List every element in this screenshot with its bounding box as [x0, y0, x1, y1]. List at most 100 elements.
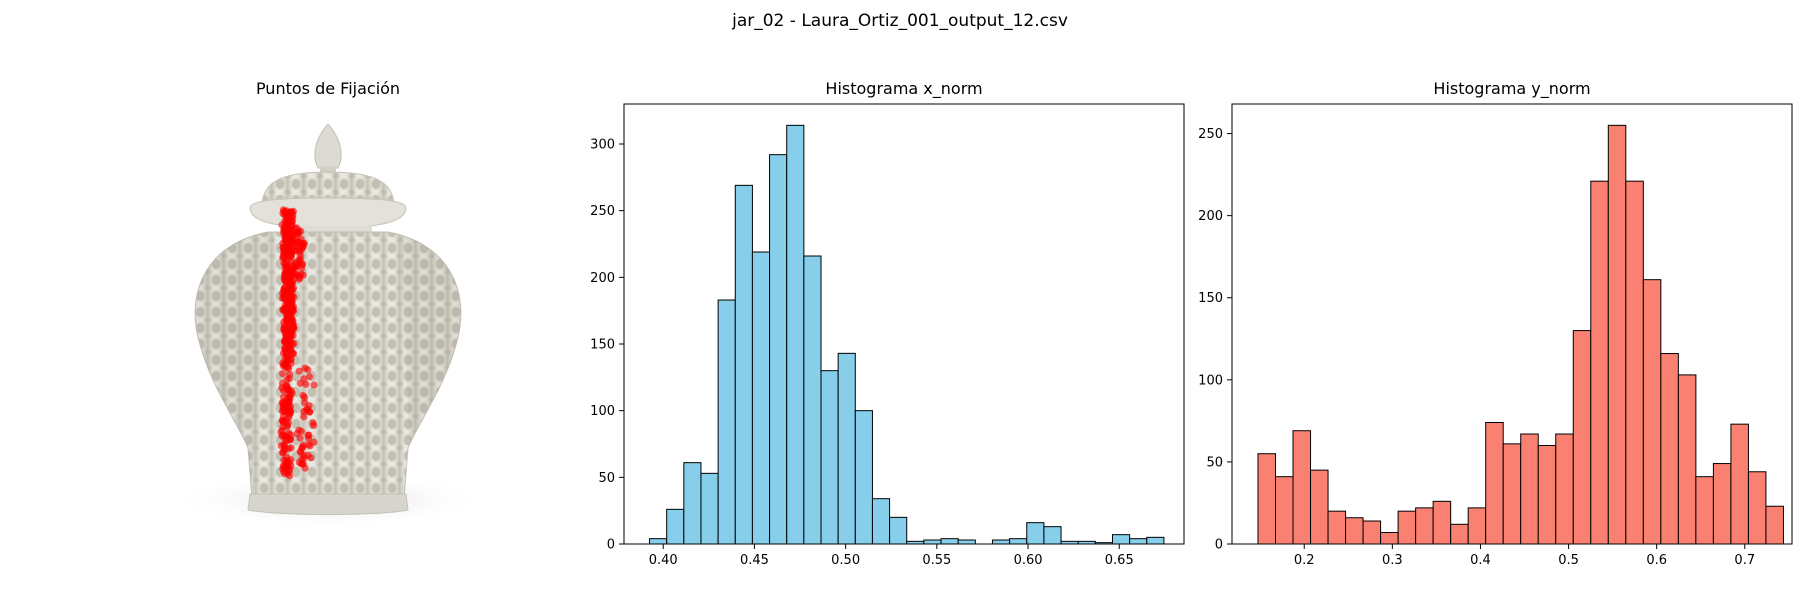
y-histogram-xticks: 0.2 0.3 0.4 0.5 0.6 0.7 — [1294, 544, 1755, 568]
histogram-bar — [786, 124, 805, 545]
fixation-point — [302, 380, 310, 388]
x-tick-label: 0.2 — [1294, 553, 1315, 568]
fixation-point — [298, 261, 306, 269]
y-histogram-frame — [1231, 103, 1793, 545]
fixation-point — [279, 423, 287, 431]
y-histogram-panel: Histograma y_norm 0.2 0.3 0.4 0.5 0.6 0.7 0 50… — [1198, 79, 1793, 568]
histogram-bar — [1747, 471, 1767, 545]
histogram-bar — [1362, 520, 1382, 545]
fixation-panel: Puntos de Fijación — [170, 79, 490, 528]
fixation-point — [285, 429, 293, 438]
histogram-bar — [1555, 433, 1574, 545]
fixation-point — [280, 285, 289, 293]
histogram-bar — [1111, 534, 1131, 545]
fixation-point — [290, 230, 298, 239]
y-tick-label: 150 — [590, 338, 615, 353]
histogram-bar — [1146, 536, 1165, 545]
histogram-bar — [1415, 507, 1434, 545]
fixation-point — [297, 242, 305, 250]
fixation-point — [279, 369, 287, 378]
histogram-bar — [1642, 279, 1662, 545]
x-histogram-panel: Histograma x_norm 0.40 0.45 0.50 0.55 0.60 0.… — [590, 79, 1185, 568]
histogram-bar — [683, 462, 702, 545]
y-histogram-title: Histograma y_norm — [1433, 79, 1590, 99]
figure-suptitle: jar_02 - Laura_Ortiz_001_output_12.csv — [731, 11, 1068, 31]
jar-image — [170, 123, 490, 528]
histogram-bar — [889, 516, 908, 545]
histogram-bar — [923, 539, 942, 545]
x-histogram-frame — [623, 103, 1185, 545]
histogram-bar — [1432, 500, 1452, 545]
histogram-bar — [1043, 526, 1062, 545]
histogram-bar — [991, 539, 1011, 545]
fixation-point — [277, 442, 285, 450]
fixation-point — [305, 408, 314, 416]
histogram-bar — [1450, 523, 1469, 545]
fixation-point — [300, 451, 308, 459]
histogram-bar — [751, 251, 771, 545]
fixation-point — [286, 390, 294, 399]
fixation-point — [300, 407, 308, 416]
histogram-bar — [1590, 180, 1609, 545]
x-tick-label: 0.50 — [831, 553, 860, 568]
fixation-point — [285, 413, 293, 421]
fixation-point — [287, 214, 295, 222]
histogram-bar — [957, 539, 976, 545]
fixation-point — [286, 293, 294, 301]
fixation-point — [286, 472, 294, 480]
histogram-bar — [649, 538, 668, 545]
x-tick-label: 0.4 — [1470, 553, 1491, 568]
histogram-bar — [1712, 463, 1732, 545]
y-tick-label: 200 — [1198, 209, 1223, 224]
fixation-point — [305, 373, 314, 381]
histogram-bar — [1129, 538, 1148, 545]
fixation-point — [284, 314, 292, 322]
x-tick-label: 0.55 — [922, 553, 951, 568]
fixation-point — [283, 376, 291, 384]
fixation-point — [304, 366, 312, 374]
fixation-points — [277, 206, 318, 480]
histogram-bar — [1026, 522, 1045, 545]
histogram-bar — [1257, 453, 1277, 545]
histogram-bar — [854, 410, 873, 545]
histogram-bar — [1009, 538, 1028, 545]
x-tick-label: 0.60 — [1014, 553, 1043, 568]
y-tick-label: 0 — [607, 538, 615, 553]
histogram-bar — [1485, 422, 1504, 545]
y-histogram-bars — [1257, 124, 1784, 545]
histogram-bar — [700, 472, 719, 545]
fixation-point — [310, 381, 318, 389]
fixation-point — [281, 211, 289, 219]
histogram-bar — [1310, 469, 1329, 545]
fixation-point — [279, 386, 288, 395]
y-tick-label: 250 — [1198, 127, 1223, 142]
fixation-point — [286, 435, 294, 444]
fixation-point — [304, 431, 312, 440]
histogram-bar — [1292, 430, 1312, 545]
histogram-bar — [871, 498, 891, 545]
fixation-point — [287, 208, 295, 216]
fixation-point — [280, 337, 289, 345]
fixation-point — [300, 393, 309, 402]
x-tick-label: 0.40 — [649, 553, 678, 568]
histogram-bar — [1695, 476, 1714, 545]
histogram-bar — [1397, 510, 1417, 545]
fixation-point — [291, 270, 300, 278]
fixation-point — [280, 401, 288, 409]
y-tick-label: 100 — [590, 404, 615, 419]
x-tick-label: 0.65 — [1105, 553, 1134, 568]
fixation-point — [299, 441, 307, 449]
x-tick-label: 0.5 — [1558, 553, 1579, 568]
fixation-point — [284, 306, 293, 314]
histogram-bar — [837, 352, 856, 545]
histogram-bar — [1380, 532, 1399, 545]
histogram-bar — [1327, 510, 1347, 545]
fixation-point — [282, 257, 291, 265]
fixation-point — [279, 413, 287, 421]
histogram-bar — [820, 370, 839, 545]
histogram-bar — [1572, 330, 1592, 545]
fixation-point — [281, 232, 289, 240]
histogram-bar — [769, 154, 788, 545]
histogram-bar — [1625, 180, 1644, 545]
